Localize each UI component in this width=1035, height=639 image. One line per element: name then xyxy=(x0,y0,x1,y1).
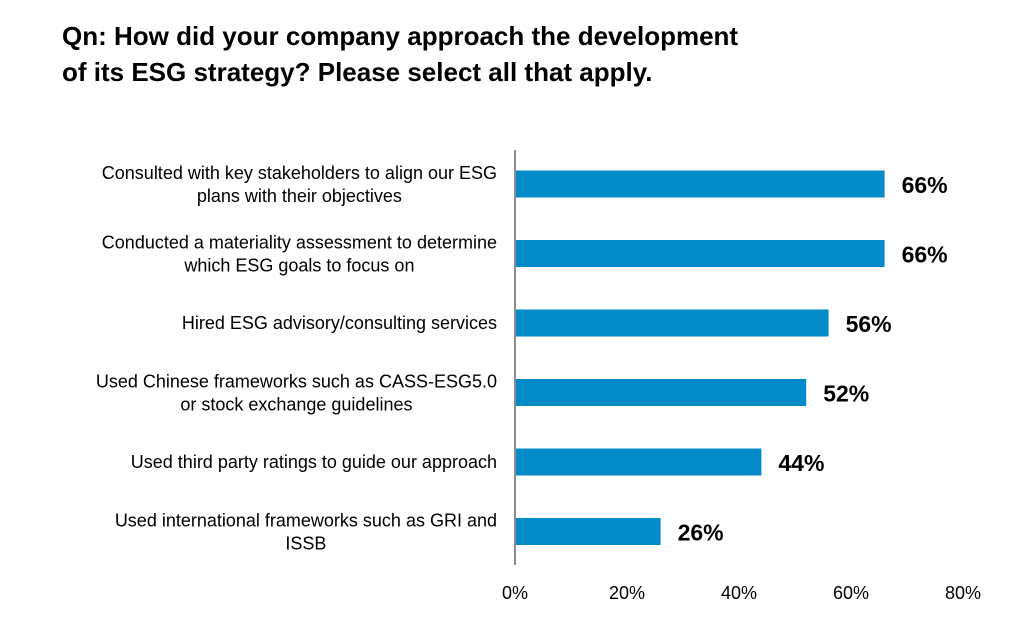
category-label: Conducted a materiality assessment to de… xyxy=(102,233,497,276)
category-label: Consulted with key stakeholders to align… xyxy=(102,163,497,206)
bar xyxy=(515,448,762,476)
bar xyxy=(515,240,885,267)
category-label: Used Chinese frameworks such as CASS-ESG… xyxy=(96,372,497,415)
title-line-2: of its ESG strategy? Please select all t… xyxy=(62,57,653,87)
category-label: Used international frameworks such as GR… xyxy=(115,511,497,554)
x-tick-label: 80% xyxy=(945,583,981,603)
title-line-1: Qn: How did your company approach the de… xyxy=(62,21,739,51)
data-label: 66% xyxy=(902,242,948,268)
bar xyxy=(515,309,829,337)
category-label: Used third party ratings to guide our ap… xyxy=(131,452,497,472)
data-label: 52% xyxy=(823,381,869,407)
data-label: 26% xyxy=(678,520,724,546)
data-label: 56% xyxy=(846,311,892,337)
bar xyxy=(515,170,885,198)
category-label: Hired ESG advisory/consulting services xyxy=(182,313,497,333)
x-tick-label: 20% xyxy=(609,583,645,603)
data-label: 44% xyxy=(778,450,824,476)
bar xyxy=(515,518,661,545)
data-label: 66% xyxy=(902,172,948,198)
x-tick-label: 40% xyxy=(721,583,757,603)
bar xyxy=(515,379,807,406)
chart-title: Qn: How did your company approach the de… xyxy=(62,18,882,90)
x-tick-label: 60% xyxy=(833,583,869,603)
x-tick-label: 0% xyxy=(502,583,528,603)
